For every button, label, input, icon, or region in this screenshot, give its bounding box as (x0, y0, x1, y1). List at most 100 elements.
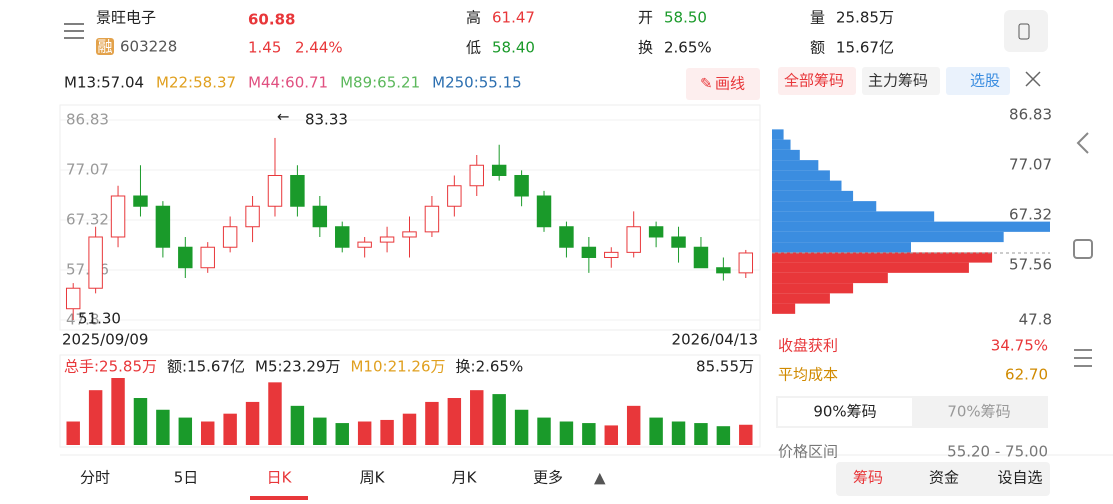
stat-value: 61.47 (492, 9, 535, 27)
volume-bar (156, 409, 170, 445)
candle-body (693, 246, 709, 269)
volume-max: 85.55万 (696, 358, 754, 376)
side-nav[interactable] (1073, 132, 1093, 367)
volume-bar (492, 394, 506, 445)
bottom-button[interactable]: 资金 (929, 469, 959, 487)
chip-y-label: 67.32 (1009, 205, 1052, 223)
chip-y-label: 47.8 (1019, 311, 1052, 329)
chip-y-label: 77.07 (1009, 156, 1052, 174)
candle-body (133, 195, 148, 207)
y-tick-label: 77.07 (66, 161, 109, 179)
low-label: 51.30 (78, 310, 121, 328)
bottom-button[interactable]: 设自选 (997, 469, 1042, 487)
y-tick-label: 67.32 (66, 210, 109, 228)
badge-bg (96, 38, 114, 55)
candle-body (335, 226, 350, 248)
more-arrow: ▲ (594, 469, 606, 487)
chip-bar (772, 252, 993, 263)
change: 1.45 (248, 39, 281, 57)
ma-label: M89:65.21 (340, 74, 420, 92)
volume-bar (649, 417, 663, 445)
volume-bar (739, 424, 753, 445)
x-label: 2025/09/09 (62, 331, 148, 349)
profit: 34.75% (991, 337, 1048, 355)
toggle-active (778, 398, 912, 426)
chip-toggle[interactable]: 90%筹码 (813, 403, 876, 421)
stat-value: 58.50 (664, 9, 707, 27)
chip-tab[interactable]: 选股 (970, 72, 1000, 90)
bottom-button[interactable]: 筹码 (853, 469, 883, 487)
menu-icon[interactable] (64, 23, 84, 39)
volume-bar (223, 413, 237, 445)
badge: 融 (97, 38, 112, 56)
chip-tab[interactable]: 全部筹码 (784, 72, 844, 90)
chip-tab-bg[interactable] (778, 67, 856, 95)
volume-bar (470, 390, 484, 445)
change-pct: 2.44% (295, 39, 343, 57)
bottom-tab[interactable]: 5日 (174, 469, 199, 487)
bottom-tab[interactable]: 更多 (533, 469, 563, 487)
chip-bar (772, 211, 935, 222)
volume-bar (313, 417, 327, 445)
chip-bar (772, 160, 819, 171)
volume-frame (59, 354, 761, 448)
volume-bar (402, 413, 417, 445)
stat-label: 额 (810, 39, 825, 57)
volume-bar (66, 421, 80, 445)
candle-body (357, 241, 372, 248)
candle-body (290, 174, 305, 207)
stat-label: 开 (638, 9, 653, 27)
volume-bar (582, 423, 596, 445)
volume-bar (268, 382, 282, 445)
chip-tab-bg[interactable] (946, 67, 1010, 95)
price: 60.88 (248, 11, 295, 29)
chip-y-label: 86.83 (1009, 106, 1052, 124)
volume-bar (178, 417, 193, 445)
draw-icon: ✎ (700, 75, 713, 93)
range-label: 价格区间 (778, 443, 838, 461)
candle-body (447, 185, 462, 207)
candle-body (155, 205, 171, 248)
candle-body (626, 226, 641, 253)
device-button[interactable] (1004, 10, 1048, 52)
button-group (836, 462, 1050, 496)
bottom-tab[interactable]: 月K (452, 469, 478, 487)
bottom-tab[interactable]: 分时 (80, 469, 110, 487)
device-icon (1018, 23, 1030, 40)
bottom-tab[interactable]: 日K (267, 469, 293, 487)
candle-body (88, 236, 103, 289)
profit-label: 收盘获利 (778, 337, 838, 355)
stat-value: 58.40 (492, 39, 535, 57)
volume-bar (425, 401, 439, 445)
candle-body (200, 246, 215, 269)
candle-body (581, 246, 597, 258)
volume-label: 换:2.65% (456, 358, 524, 376)
candle-body (716, 267, 731, 274)
chip-bar (772, 190, 854, 202)
chip-bar (772, 231, 1004, 243)
candle-body (559, 226, 574, 248)
ma-label: M13:57.04 (64, 74, 144, 92)
draw-label: 画线 (715, 75, 745, 93)
candle-body (424, 205, 440, 233)
chip-toggle[interactable]: 70%筹码 (947, 403, 1010, 421)
chip-bar (772, 283, 854, 294)
volume-label: 额:15.67亿 (167, 358, 245, 376)
candle-body (312, 205, 328, 228)
chip-tab[interactable]: 主力筹码 (868, 72, 928, 90)
volume-bar (559, 421, 574, 445)
chip-bar (772, 272, 888, 284)
volume-label: 总手:25.85万 (64, 358, 157, 376)
close-icon[interactable] (1025, 71, 1041, 87)
stock-code: 603228 (120, 38, 177, 56)
ma-label: M250:55.15 (432, 74, 522, 92)
bottom-tab[interactable]: 周K (360, 469, 386, 487)
volume-bar (201, 421, 215, 445)
volume-bar (626, 405, 641, 445)
chip-tab-bg[interactable] (862, 67, 940, 95)
candle-body (267, 174, 283, 207)
ma-label: M44:60.71 (248, 74, 328, 92)
draw-button[interactable] (686, 68, 760, 100)
